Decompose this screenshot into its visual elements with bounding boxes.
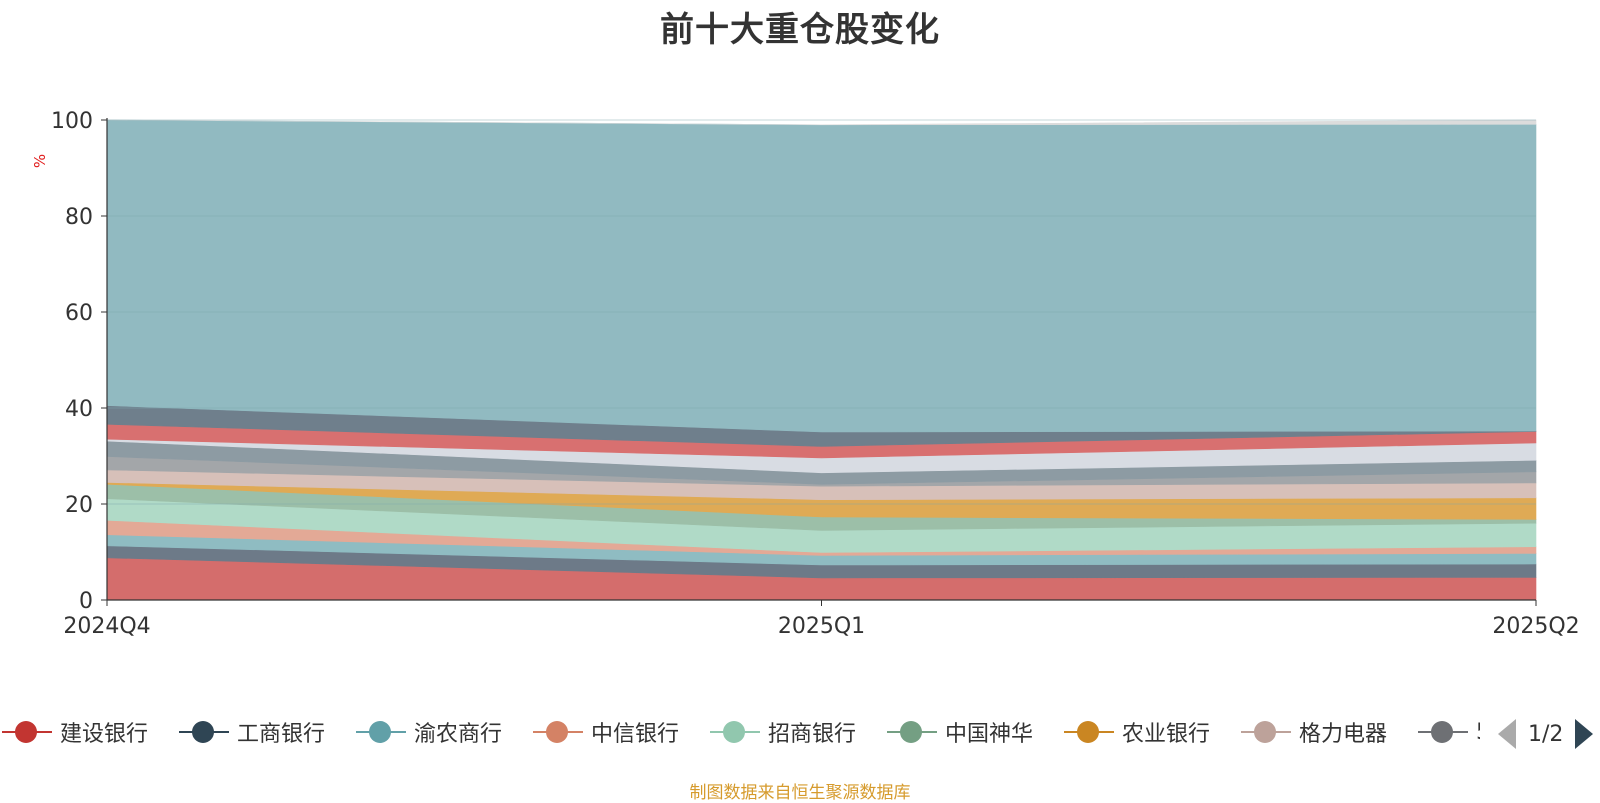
legend-item[interactable]: 中国神华 [885, 714, 1033, 750]
legend-label: 工商银行 [237, 716, 325, 748]
legend-label: 格力电器 [1299, 716, 1387, 748]
legend-label: 渝农商行 [414, 716, 502, 748]
legend-marker-icon [354, 720, 408, 744]
legend-marker-icon [1416, 720, 1470, 744]
legend-item[interactable]: 5 [1416, 714, 1480, 750]
legend-pager: 1/2 [1498, 716, 1593, 752]
x-tick-label: 2024Q4 [63, 614, 150, 639]
chart-title: 前十大重仓股变化 [0, 2, 1600, 51]
legend-marker-icon [177, 720, 231, 744]
legend-label: 农业银行 [1122, 716, 1210, 748]
y-tick-label: 0 [79, 589, 93, 614]
legend-marker-icon [1062, 720, 1116, 744]
legend-marker-icon [708, 720, 762, 744]
legend-item[interactable]: 中信银行 [531, 714, 679, 750]
legend-marker-icon [531, 720, 585, 744]
y-tick-label: 80 [65, 205, 93, 230]
y-axis-unit: % [31, 154, 49, 168]
legend-label: 中信银行 [591, 716, 679, 748]
legend-item[interactable]: 工商银行 [177, 714, 325, 750]
data-source-note: 制图数据来自恒生聚源数据库 [0, 778, 1600, 803]
legend-label: 中国神华 [945, 716, 1033, 748]
legend-item[interactable]: 格力电器 [1239, 714, 1387, 750]
legend-label: 建设银行 [60, 716, 148, 748]
legend-item[interactable]: 招商银行 [708, 714, 856, 750]
legend-label: 招商银行 [768, 716, 856, 748]
x-tick-label: 2025Q2 [1492, 614, 1579, 639]
legend: 建设银行 工商银行 渝农商行 中信银行 招商银行 中国神华 农业银行 格力电器 5 [0, 714, 1480, 750]
x-tick-label: 2025Q1 [778, 614, 865, 639]
legend-page-indicator: 1/2 [1528, 722, 1563, 747]
y-tick-label: 40 [65, 397, 93, 422]
legend-marker-icon [885, 720, 939, 744]
legend-item[interactable]: 建设银行 [0, 714, 148, 750]
y-tick-label: 20 [65, 493, 93, 518]
legend-next-page-icon[interactable] [1575, 719, 1593, 749]
legend-item[interactable]: 农业银行 [1062, 714, 1210, 750]
legend-marker-icon [1239, 720, 1293, 744]
y-tick-label: 60 [65, 301, 93, 326]
y-tick-label: 100 [51, 109, 93, 134]
legend-label: 5 [1476, 720, 1480, 745]
legend-prev-page-icon[interactable] [1498, 719, 1516, 749]
legend-marker-icon [0, 720, 54, 744]
legend-item[interactable]: 渝农商行 [354, 714, 502, 750]
area-series-13 [107, 120, 1536, 432]
